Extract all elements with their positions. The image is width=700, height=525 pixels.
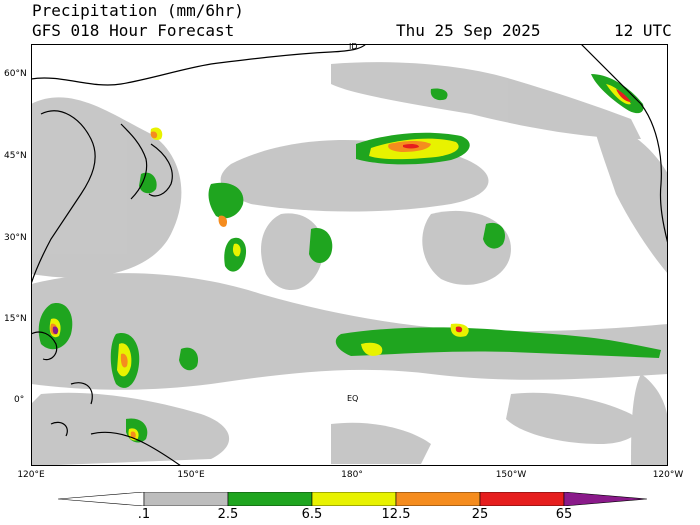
lon-label-150e: 150°E — [177, 470, 205, 480]
legend-label-0: .1 — [137, 507, 151, 522]
color-bar-gray — [143, 492, 229, 506]
lon-label-120e: 120°E — [17, 470, 45, 480]
color-bar-green — [227, 492, 313, 506]
color-bar-orange — [395, 492, 481, 506]
lon-label-120w: 120°W — [652, 470, 684, 480]
precipitation-map — [31, 44, 668, 466]
color-bar-red — [479, 492, 565, 506]
forecast-label: GFS 018 Hour Forecast — [32, 21, 235, 40]
coastlines — [31, 44, 668, 466]
legend-label-4: 25 — [471, 507, 489, 522]
color-bar-white — [58, 492, 145, 506]
dateline-label: ID — [349, 42, 358, 51]
lat-label-60n: 60°N — [4, 69, 27, 79]
lat-label-equator: 0° — [14, 395, 25, 405]
valid-date: Thu 25 Sep 2025 — [396, 21, 541, 40]
lat-label-15n: 15°N — [4, 314, 27, 324]
legend-label-5: 65 — [555, 507, 573, 522]
legend-label-1: 2.5 — [217, 507, 239, 522]
color-bar-yellow — [311, 492, 397, 506]
lat-label-30n: 30°N — [4, 233, 27, 243]
precip-extreme-areas — [52, 89, 631, 335]
color-bar — [58, 492, 648, 506]
valid-time: 12 UTC — [614, 21, 672, 40]
map-frame — [31, 44, 668, 466]
chart-title: Precipitation (mm/6hr) — [32, 1, 244, 20]
lat-label-45n: 45°N — [4, 151, 27, 161]
legend-label-2: 6.5 — [301, 507, 323, 522]
legend-label-3: 12.5 — [381, 507, 411, 522]
lon-label-150w: 150°W — [495, 470, 527, 480]
equator-label: EQ — [347, 394, 359, 403]
lon-label-180: 180° — [341, 470, 363, 480]
color-bar-purple — [563, 492, 648, 506]
